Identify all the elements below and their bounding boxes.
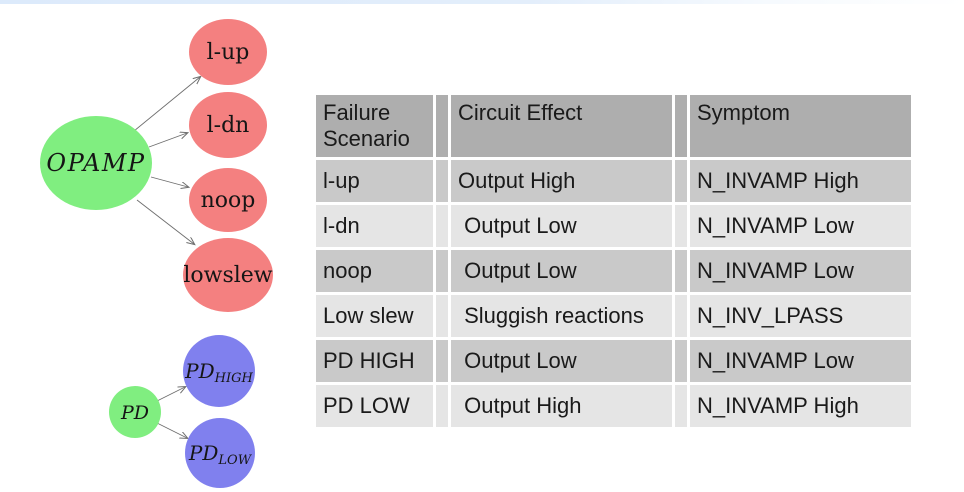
fault-diagram: OPAMP l-up l-dn noop lowslew PD PDHIGH P…: [40, 19, 273, 488]
spacer-cell: [675, 294, 687, 337]
cell-symptom: N_INVAMP Low: [690, 204, 911, 247]
table-row: PD HIGH Output Low N_INVAMP Low: [316, 339, 911, 382]
node-pd-high: [183, 335, 255, 407]
cell-scenario: l-up: [316, 159, 433, 202]
pd-node: [109, 386, 161, 438]
cell-symptom: N_INVAMP Low: [690, 339, 911, 382]
spacer-cell: [675, 339, 687, 382]
table-row: noop Output Low N_INVAMP Low: [316, 249, 911, 292]
cell-scenario: PD HIGH: [316, 339, 433, 382]
table-row: Low slew Sluggish reactions N_INV_LPASS: [316, 294, 911, 337]
spacer-cell: [436, 294, 448, 337]
arrow-opamp-l-up: [133, 77, 200, 132]
spacer-cell: [436, 249, 448, 292]
node-pd-low-label: PDLOW: [188, 441, 253, 468]
table-header-row: Failure Scenario Circuit Effect Symptom: [316, 95, 911, 157]
col-header-symptom: Symptom: [690, 95, 911, 157]
pd-low-subscript: LOW: [217, 453, 252, 468]
cell-scenario: l-dn: [316, 204, 433, 247]
table-row: l-dn Output Low N_INVAMP Low: [316, 204, 911, 247]
spacer-cell: [436, 159, 448, 202]
node-l-dn: [189, 92, 267, 158]
failure-table: Failure Scenario Circuit Effect Symptom …: [313, 92, 914, 430]
spacer-cell: [675, 95, 687, 157]
node-lowslew: [183, 238, 273, 312]
spacer-cell: [675, 249, 687, 292]
pd-node-label: PD: [120, 402, 149, 424]
cell-scenario: Low slew: [316, 294, 433, 337]
spacer-cell: [675, 204, 687, 247]
spacer-cell: [436, 95, 448, 157]
col-header-circuit-effect: Circuit Effect: [451, 95, 672, 157]
cell-symptom: N_INVAMP Low: [690, 249, 911, 292]
cell-effect: Sluggish reactions: [451, 294, 672, 337]
pd-high-main: PD: [184, 359, 215, 383]
arrow-pd-low: [156, 422, 187, 438]
arrow-opamp-l-dn: [148, 133, 187, 148]
pd-low-main: PD: [188, 441, 219, 465]
cell-effect: Output Low: [451, 339, 672, 382]
node-pd-low: [185, 418, 255, 488]
arrow-opamp-noop: [150, 176, 188, 187]
cell-symptom: N_INV_LPASS: [690, 294, 911, 337]
spacer-cell: [436, 339, 448, 382]
arrow-pd-high: [156, 387, 185, 402]
pd-high-subscript: HIGH: [214, 371, 254, 386]
spacer-cell: [675, 159, 687, 202]
opamp-arrows: [133, 77, 200, 244]
node-pd-high-label: PDHIGH: [184, 359, 253, 386]
cell-symptom: N_INVAMP High: [690, 384, 911, 427]
node-l-up: [189, 19, 267, 85]
cell-scenario: noop: [316, 249, 433, 292]
col-header-failure-scenario: Failure Scenario: [316, 95, 433, 157]
node-l-up-label: l-up: [207, 40, 250, 65]
top-strip: [0, 0, 964, 4]
node-l-dn-label: l-dn: [207, 113, 250, 138]
cell-effect: Output High: [451, 384, 672, 427]
pd-arrows: [156, 387, 187, 438]
cell-effect: Output Low: [451, 204, 672, 247]
cell-scenario: PD LOW: [316, 384, 433, 427]
node-lowslew-label: lowslew: [183, 263, 272, 288]
opamp-node: [40, 116, 152, 210]
node-noop: [189, 168, 267, 232]
table-row: PD LOW Output High N_INVAMP High: [316, 384, 911, 427]
cell-symptom: N_INVAMP High: [690, 159, 911, 202]
opamp-node-label: OPAMP: [46, 149, 145, 177]
arrow-opamp-lowslew: [136, 199, 194, 244]
spacer-cell: [675, 384, 687, 427]
table-row: l-up Output High N_INVAMP High: [316, 159, 911, 202]
cell-effect: Output Low: [451, 249, 672, 292]
cell-effect: Output High: [451, 159, 672, 202]
node-noop-label: noop: [201, 188, 256, 213]
spacer-cell: [436, 384, 448, 427]
spacer-cell: [436, 204, 448, 247]
